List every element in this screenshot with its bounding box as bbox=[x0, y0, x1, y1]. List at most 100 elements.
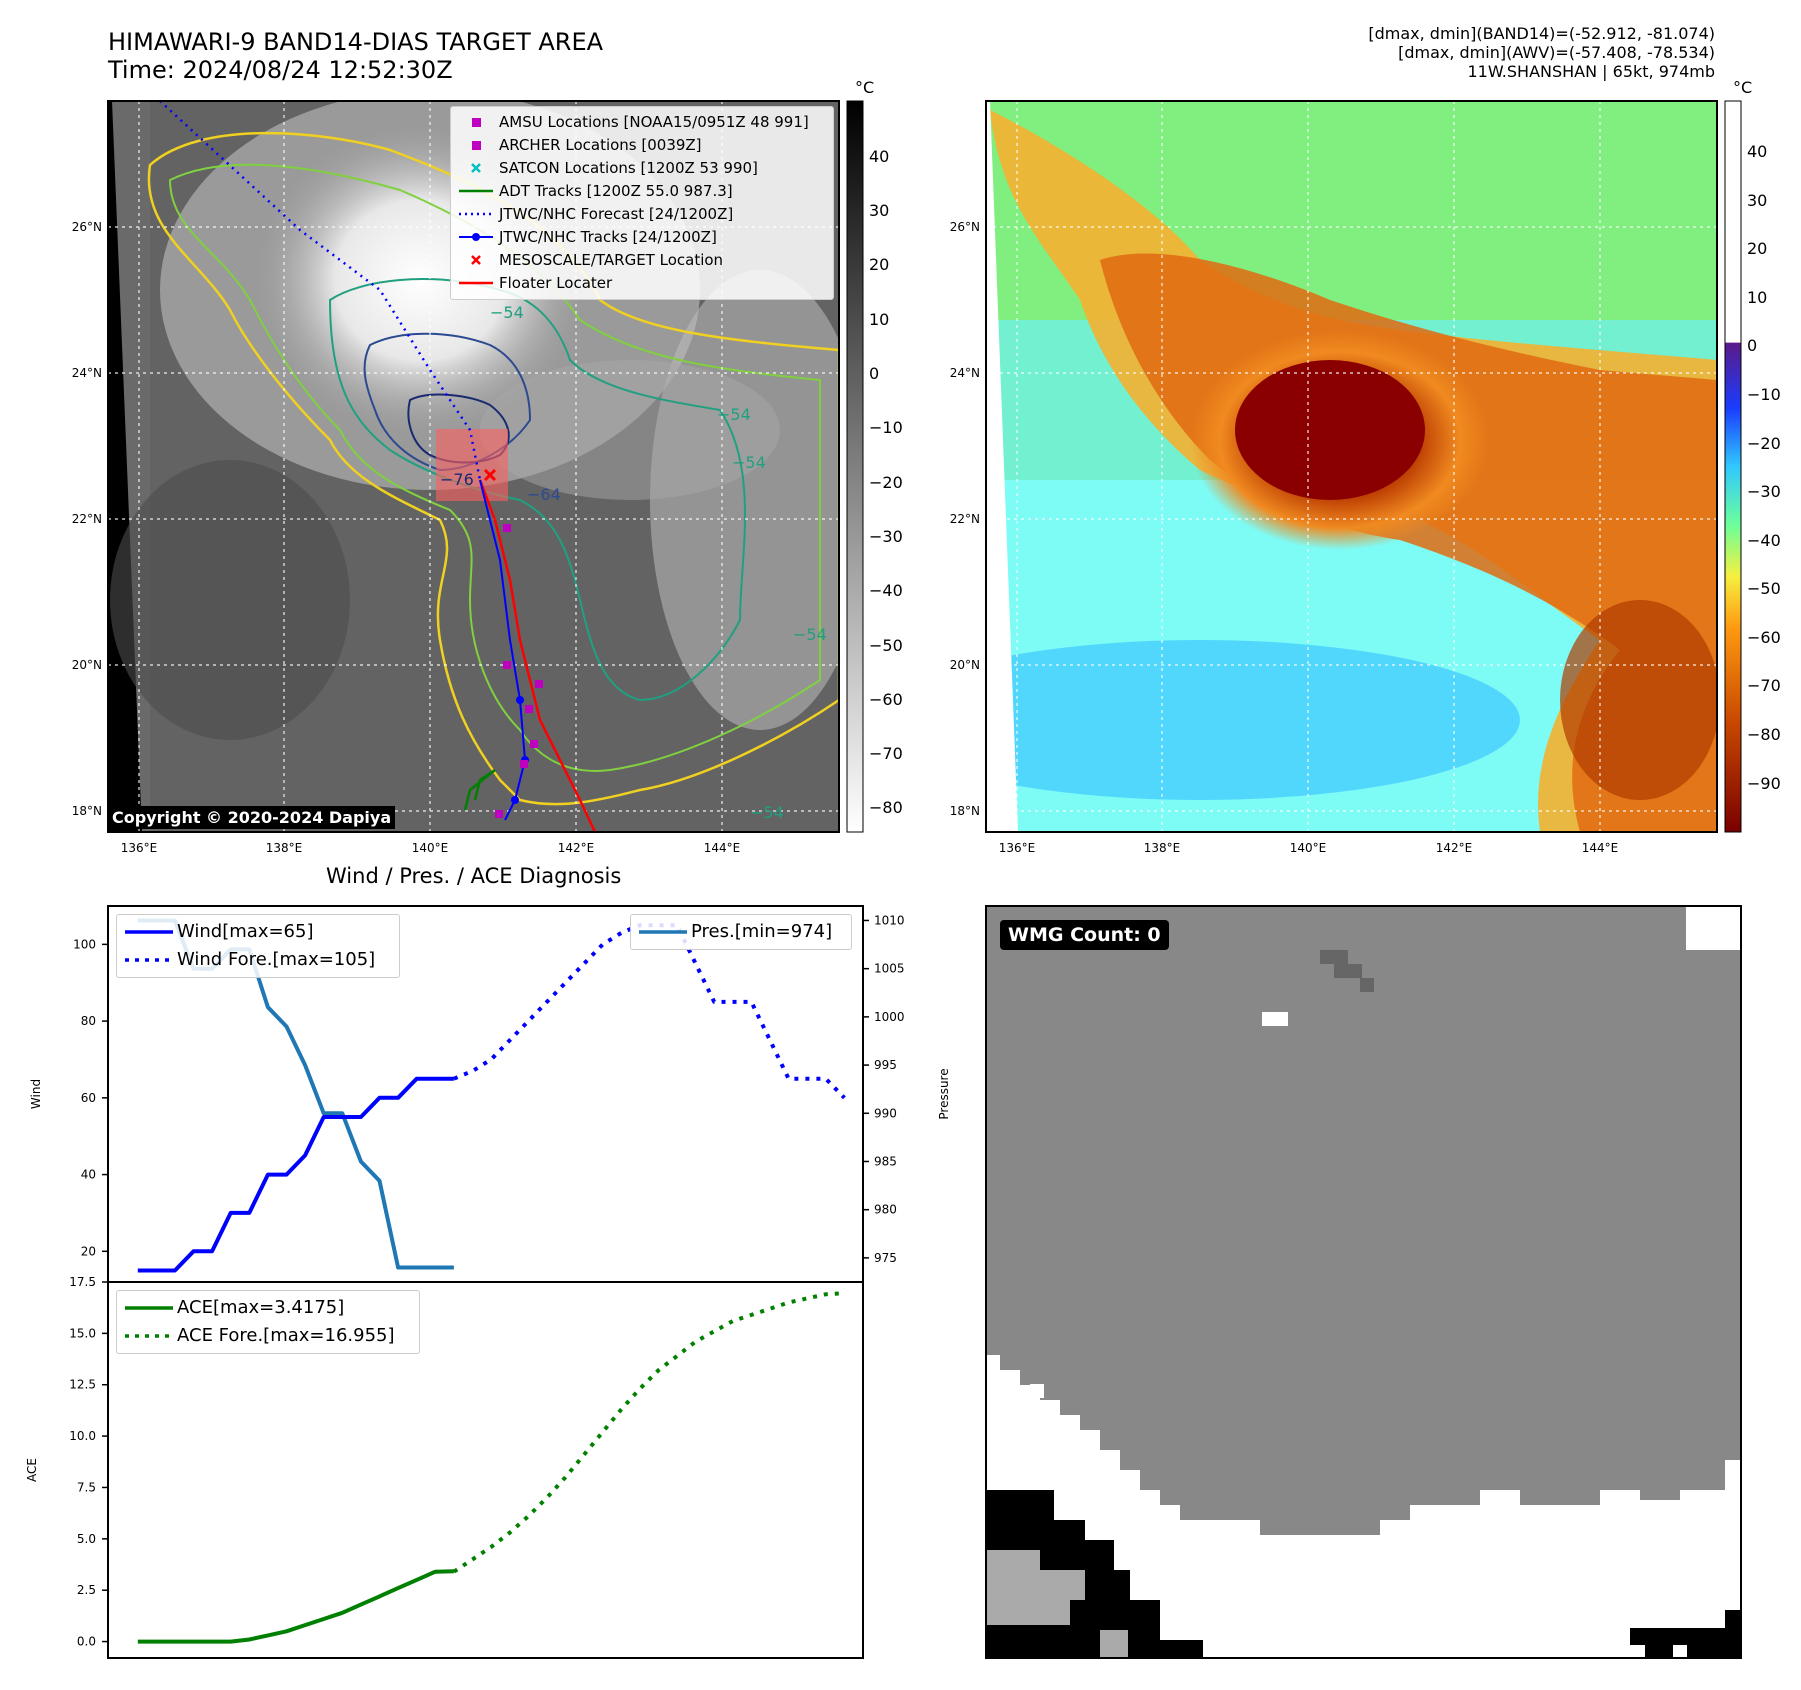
legend-label: ADT Tracks [1200Z 55.0 987.3] bbox=[499, 182, 733, 200]
colorbar-tick: 20 bbox=[1747, 239, 1767, 258]
line-marker-icon bbox=[457, 272, 495, 295]
legend-entry-amsu: AMSU Locations [NOAA15/0951Z 48 991] bbox=[451, 111, 833, 134]
ace-ylabel: ACE bbox=[25, 1458, 39, 1482]
wind-axis-ticks: 20 40 60 80 100 bbox=[73, 937, 108, 1258]
line-dot-marker-icon bbox=[457, 226, 495, 249]
ace-tick-label: 12.5 bbox=[69, 1378, 96, 1392]
line-marker-icon bbox=[123, 1294, 175, 1322]
colorbar-tick: −90 bbox=[1747, 774, 1781, 793]
awv-colorbar bbox=[1724, 100, 1742, 833]
dotted-line-icon bbox=[123, 1322, 175, 1350]
contour-label: −54 bbox=[732, 453, 766, 472]
line-marker-icon bbox=[637, 918, 689, 946]
band14-colorbar bbox=[846, 100, 864, 833]
legend-label: Pres.[min=974] bbox=[691, 921, 833, 942]
colorbar-tick: −40 bbox=[1747, 531, 1781, 550]
legend-entry-wind: Wind[max=65] bbox=[117, 918, 399, 946]
colorbar-tick: 0 bbox=[869, 364, 879, 383]
storm-info: 11W.SHANSHAN | 65kt, 974mb bbox=[1467, 62, 1715, 81]
lon-label: 138°E bbox=[1144, 841, 1181, 855]
lon-label: 144°E bbox=[1582, 841, 1619, 855]
lon-label: 136°E bbox=[121, 841, 158, 855]
copyright-label: Copyright © 2020-2024 Dapiya bbox=[108, 806, 396, 829]
colorbar-tick: 10 bbox=[869, 310, 889, 329]
wind-tick-label: 20 bbox=[81, 1244, 96, 1258]
awv-map bbox=[986, 101, 1717, 832]
chart-title: HIMAWARI-9 BAND14-DIAS TARGET AREA bbox=[108, 28, 604, 56]
ace-panel bbox=[107, 1281, 864, 1659]
contour-label: −54 bbox=[793, 625, 827, 644]
pressure-axis-ticks: 975 980 985 990 995 1000 1005 1010 bbox=[863, 913, 905, 1265]
legend-label: MESOSCALE/TARGET Location bbox=[499, 251, 724, 269]
legend-entry-pressure: Pres.[min=974] bbox=[631, 918, 851, 946]
colorbar-tick: −20 bbox=[1747, 434, 1781, 453]
contour-label: −64 bbox=[527, 485, 561, 504]
legend-label: SATCON Locations [1200Z 53 990] bbox=[499, 159, 758, 177]
legend-entry-archer: ARCHER Locations [0039Z] bbox=[451, 134, 833, 157]
map1-lon-labels: 136°E 138°E 140°E 142°E 144°E bbox=[121, 841, 741, 855]
pressure-legend: Pres.[min=974] bbox=[630, 914, 852, 950]
legend-entry-satcon: SATCON Locations [1200Z 53 990] bbox=[451, 157, 833, 180]
map2-lon-labels: 136°E 138°E 140°E 142°E 144°E bbox=[999, 841, 1619, 855]
lon-label: 140°E bbox=[412, 841, 449, 855]
ace-tick-label: 0.0 bbox=[77, 1635, 96, 1649]
colorbar-tick: 40 bbox=[869, 147, 889, 166]
colorbar-tick: 30 bbox=[1747, 191, 1767, 210]
contour-label: −54 bbox=[717, 405, 751, 424]
ace-forecast-line bbox=[452, 1291, 845, 1574]
band14-range: [dmax, dmin](BAND14)=(-52.912, -81.074) bbox=[1368, 24, 1715, 43]
legend-label: Wind[max=65] bbox=[177, 921, 314, 942]
lat-label: 26°N bbox=[950, 220, 980, 234]
map2-lat-labels: 26°N 24°N 22°N 20°N 18°N bbox=[950, 220, 980, 818]
ace-tick-label: 17.5 bbox=[69, 1275, 96, 1289]
pressure-tick-label: 1010 bbox=[874, 913, 905, 927]
wind-legend: Wind[max=65] Wind Fore.[max=105] bbox=[116, 914, 400, 978]
colorbar-tick: −10 bbox=[1747, 385, 1781, 404]
lat-label: 26°N bbox=[72, 220, 102, 234]
chart-time: Time: 2024/08/24 12:52:30Z bbox=[108, 56, 453, 84]
colorbar-tick: −70 bbox=[869, 744, 903, 763]
ace-tick-label: 15.0 bbox=[69, 1326, 96, 1340]
pressure-tick-label: 990 bbox=[874, 1106, 897, 1120]
lon-label: 142°E bbox=[1436, 841, 1473, 855]
wind-tick-label: 40 bbox=[81, 1168, 96, 1182]
legend-entry-ace: ACE[max=3.4175] bbox=[117, 1294, 419, 1322]
ace-line bbox=[137, 1569, 454, 1644]
pressure-ylabel: Pressure bbox=[937, 1068, 951, 1119]
lat-label: 20°N bbox=[950, 658, 980, 672]
legend-label: ACE[max=3.4175] bbox=[177, 1297, 345, 1318]
colorbar-tick: −60 bbox=[869, 690, 903, 709]
contour-label: −54 bbox=[490, 303, 524, 322]
band14-colorbar-ticks: 40 30 20 10 0 −10 −20 −30 −40 −50 −60 −7… bbox=[869, 147, 903, 817]
map1-lat-labels: 26°N 24°N 22°N 20°N 18°N bbox=[72, 220, 102, 818]
map-legend: AMSU Locations [NOAA15/0951Z 48 991] ARC… bbox=[450, 106, 834, 300]
legend-entry-adt: ADT Tracks [1200Z 55.0 987.3] bbox=[451, 180, 833, 203]
lat-label: 22°N bbox=[72, 512, 102, 526]
pressure-tick-label: 980 bbox=[874, 1203, 897, 1217]
colorbar-unit: °C bbox=[855, 78, 875, 97]
wmg-panel bbox=[986, 906, 1741, 1658]
colorbar-tick: −10 bbox=[869, 418, 903, 437]
lat-label: 18°N bbox=[950, 804, 980, 818]
colorbar-tick: −30 bbox=[1747, 482, 1781, 501]
square-marker-icon bbox=[457, 111, 495, 134]
lat-label: 22°N bbox=[950, 512, 980, 526]
wind-tick-label: 100 bbox=[73, 937, 96, 951]
lat-label: 20°N bbox=[72, 658, 102, 672]
colorbar-tick: −60 bbox=[1747, 628, 1781, 647]
legend-entry-floater: Floater Locater bbox=[451, 272, 833, 295]
colorbar-tick: −30 bbox=[869, 527, 903, 546]
line-marker-icon bbox=[457, 180, 495, 203]
wind-tick-label: 60 bbox=[81, 1091, 96, 1105]
contour-label: −54 bbox=[750, 803, 784, 822]
awv-colorbar-ticks: 40 30 20 10 0 −10 −20 −30 −40 −50 −60 −7… bbox=[1747, 142, 1781, 793]
legend-entry-tracks: JTWC/NHC Tracks [24/1200Z] bbox=[451, 226, 833, 249]
x-marker-icon bbox=[457, 157, 495, 180]
lat-label: 24°N bbox=[950, 366, 980, 380]
legend-label: AMSU Locations [NOAA15/0951Z 48 991] bbox=[499, 113, 809, 131]
colorbar-tick: −20 bbox=[869, 473, 903, 492]
legend-entry-target: MESOSCALE/TARGET Location bbox=[451, 249, 833, 272]
legend-label: Wind Fore.[max=105] bbox=[177, 949, 376, 970]
colorbar-unit-2: °C bbox=[1733, 78, 1753, 97]
legend-label: JTWC/NHC Tracks [24/1200Z] bbox=[499, 228, 717, 246]
